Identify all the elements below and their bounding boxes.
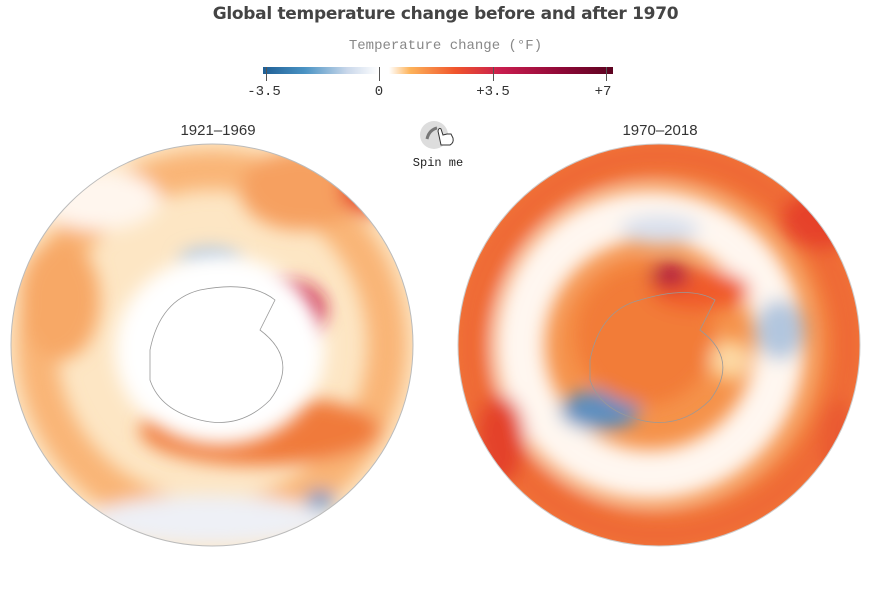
- legend-tick-label: +7: [594, 84, 612, 100]
- antarctica-outline: [589, 292, 724, 423]
- legend-tick: [266, 67, 267, 81]
- panel-label-after: 1970–2018: [622, 122, 698, 139]
- globe-after-edge: [457, 143, 861, 547]
- legend-tick-label: -3.5: [247, 84, 281, 100]
- legend-tick: [606, 67, 607, 81]
- color-scale-bar: [263, 67, 613, 74]
- spin-label[interactable]: Spin me: [412, 156, 464, 170]
- globe-before-edge: [10, 143, 414, 547]
- panel-label-before: 1921–1969: [180, 122, 256, 139]
- hand-pointer-rotate-icon: [425, 126, 454, 146]
- legend-title: Temperature change (°F): [348, 38, 543, 54]
- legend-tick-label: 0: [374, 84, 384, 100]
- legend-tick: [379, 67, 380, 81]
- page-title: Global temperature change before and aft…: [212, 4, 679, 24]
- antarctica-outline: [149, 286, 284, 423]
- globe-after[interactable]: [450, 140, 870, 560]
- globe-before[interactable]: [0, 140, 430, 560]
- legend-tick-label: +3.5: [476, 84, 510, 100]
- spin-button[interactable]: [420, 121, 454, 149]
- legend-tick: [493, 67, 494, 81]
